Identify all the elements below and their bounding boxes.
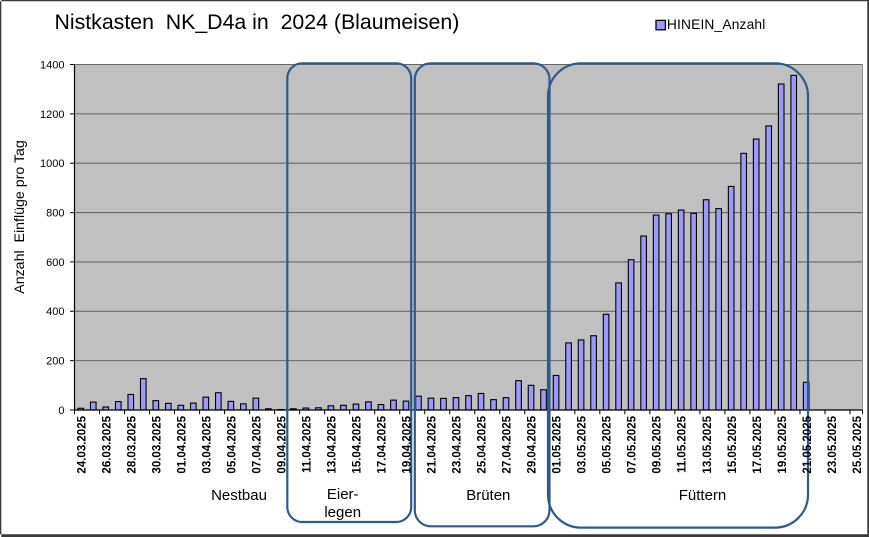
svg-text:legen: legen (324, 504, 361, 521)
svg-text:Nestbau: Nestbau (211, 487, 267, 504)
svg-text:29.04.2025: 29.04.2025 (527, 415, 539, 473)
svg-text:1400: 1400 (40, 59, 64, 71)
svg-text:26.03.2025: 26.03.2025 (101, 415, 113, 473)
svg-text:19.05.2025: 19.05.2025 (777, 415, 789, 473)
svg-text:0: 0 (58, 405, 64, 417)
svg-text:HINEIN_Anzahl: HINEIN_Anzahl (667, 17, 766, 32)
svg-text:25.04.2025: 25.04.2025 (477, 415, 489, 473)
svg-text:28.03.2025: 28.03.2025 (126, 415, 138, 473)
svg-text:400: 400 (46, 306, 64, 318)
svg-text:09.05.2025: 09.05.2025 (652, 415, 664, 473)
svg-text:800: 800 (46, 207, 64, 219)
svg-text:05.04.2025: 05.04.2025 (226, 415, 238, 473)
svg-text:Brüten: Brüten (466, 487, 510, 504)
svg-text:01.04.2025: 01.04.2025 (176, 415, 188, 473)
svg-text:15.05.2025: 15.05.2025 (727, 415, 739, 473)
svg-text:19.04.2025: 19.04.2025 (402, 415, 414, 473)
svg-text:200: 200 (46, 356, 64, 368)
svg-text:21.04.2025: 21.04.2025 (427, 415, 439, 473)
svg-text:13.04.2025: 13.04.2025 (327, 415, 339, 473)
svg-text:03.04.2025: 03.04.2025 (201, 415, 213, 473)
svg-text:17.05.2025: 17.05.2025 (752, 415, 764, 473)
svg-text:21.05.2025: 21.05.2025 (802, 415, 814, 473)
svg-text:07.04.2025: 07.04.2025 (251, 415, 263, 473)
svg-text:15.04.2025: 15.04.2025 (352, 415, 364, 473)
svg-text:11.05.2025: 11.05.2025 (677, 415, 689, 473)
svg-text:Anzahl Einflüge pro Tag: Anzahl Einflüge pro Tag (12, 140, 28, 294)
svg-text:09.04.2025: 09.04.2025 (276, 415, 288, 473)
svg-text:03.05.2025: 03.05.2025 (577, 415, 589, 473)
svg-text:Eier-: Eier- (327, 486, 359, 503)
svg-text:1200: 1200 (40, 109, 64, 121)
svg-text:30.03.2025: 30.03.2025 (151, 415, 163, 473)
svg-text:600: 600 (46, 257, 64, 269)
svg-text:07.05.2025: 07.05.2025 (627, 415, 639, 473)
svg-text:23.04.2025: 23.04.2025 (452, 415, 464, 473)
svg-text:27.04.2025: 27.04.2025 (502, 415, 514, 473)
svg-text:11.04.2025: 11.04.2025 (302, 415, 314, 473)
svg-text:Füttern: Füttern (679, 487, 727, 504)
svg-text:17.04.2025: 17.04.2025 (377, 415, 389, 473)
svg-text:25.05.2025: 25.05.2025 (852, 415, 864, 473)
svg-text:23.05.2025: 23.05.2025 (827, 415, 839, 473)
svg-text:01.05.2025: 01.05.2025 (552, 415, 564, 473)
svg-text:1000: 1000 (40, 158, 64, 170)
svg-text:24.03.2025: 24.03.2025 (76, 415, 88, 473)
svg-text:05.05.2025: 05.05.2025 (602, 415, 614, 473)
svg-text:Nistkasten NK_D4a in 2024 (B: Nistkasten NK_D4a in 2024 (Blaumeisen) (55, 10, 460, 34)
svg-text:13.05.2025: 13.05.2025 (702, 415, 714, 473)
